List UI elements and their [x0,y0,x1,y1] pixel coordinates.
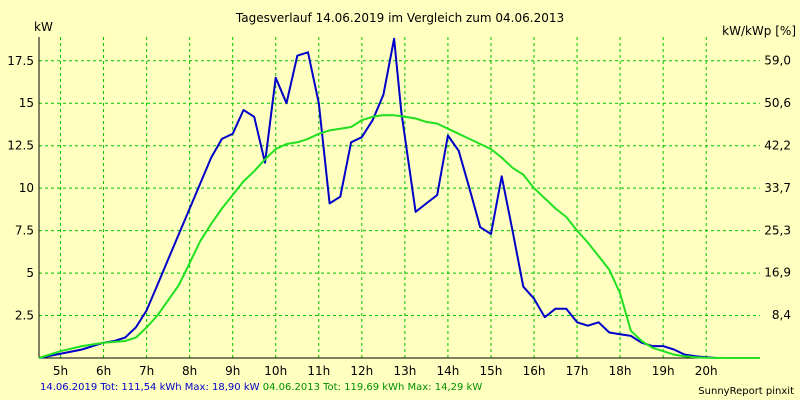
x-tick-label: 7h [139,364,154,378]
chart-title: Tagesverlauf 14.06.2019 im Vergleich zum… [235,11,564,25]
y2-tick-label: 25,3 [764,223,791,237]
footer-legend: 14.06.2019 Tot: 111,54 kWh Max: 18,90 kW… [40,382,482,393]
y-tick-label: 12.5 [7,139,34,153]
series-line-2019 [38,37,718,359]
y-tick-label: 10 [19,181,34,195]
x-tick-label: 19h [652,364,675,378]
series-line-2013 [38,114,760,359]
y2-tick-label: 8,4 [772,308,791,322]
x-tick-label: 20h [695,364,718,378]
y2-axis-label: kW/kWp [%] [722,24,796,38]
x-tick-label: 15h [480,364,503,378]
y2-tick-label: 16,9 [764,266,791,280]
y2-tick-label: 50,6 [764,96,791,110]
tick-labels: 5h 6h 7h 8h 9h 10h 11h 12h 13h 14h 15h 16h 17h 18h 19h… [7,53,791,378]
y-tick-label: 15 [19,96,34,110]
credit-text: SunnyReport pinxit [698,386,794,397]
y-tick-label: 17.5 [7,54,34,68]
x-tick-label: 13h [393,364,416,378]
x-tick-label: 6h [96,364,111,378]
x-tick-label: 16h [523,364,546,378]
y-axis-label: kW [34,20,53,34]
x-tick-label: 10h [264,364,287,378]
x-tick-label: 9h [225,364,240,378]
x-tick-label: 14h [436,364,459,378]
y-tick-label: 5 [26,266,34,280]
y2-tick-label: 33,7 [764,181,791,195]
y2-tick-label: 42,2 [764,138,791,152]
x-tick-label: 11h [307,364,330,378]
x-tick-label: 5h [53,364,68,378]
legend-series-2019: 14.06.2019 Tot: 111,54 kWh Max: 18,90 kW [40,382,260,393]
y-tick-label: 2.5 [15,309,34,323]
y2-tick-label: 59,0 [764,53,791,67]
y-tick-label: 7.5 [15,224,34,238]
x-tick-label: 18h [609,364,632,378]
plot-area [38,37,760,359]
x-tick-label: 8h [182,364,197,378]
x-tick-label: 12h [350,364,373,378]
x-tick-label: 17h [566,364,589,378]
legend-series-2013: 04.06.2013 Tot: 119,69 kWh Max: 14,29 kW [262,382,483,393]
